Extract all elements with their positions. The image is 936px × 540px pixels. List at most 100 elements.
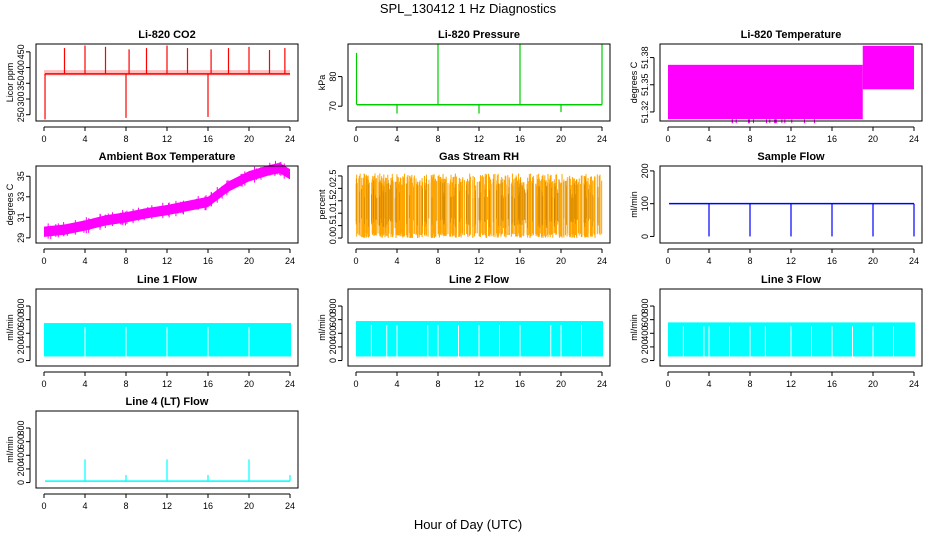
x-tick-label: 24 xyxy=(597,379,607,389)
x-tick-label: 8 xyxy=(435,134,440,144)
x-axis: 0 4 8 12 16 20 24 xyxy=(41,126,295,144)
panel-line4: Line 4 (LT) Flow ml/min 0 4 8 12 16 20 24 0 200400… xyxy=(5,396,299,511)
band-segment xyxy=(862,45,914,90)
series xyxy=(355,173,603,239)
panel-sample_flow: Sample Flow ml/min 0 4 8 12 16 20 24 0 100 200 xyxy=(629,151,923,266)
y-tick-label: 400 xyxy=(640,326,650,341)
y-tick-label: 800 xyxy=(16,421,26,436)
x-tick-label: 4 xyxy=(394,256,399,266)
x-tick-label: 12 xyxy=(474,134,484,144)
x-tick-label: 12 xyxy=(162,379,172,389)
y-axis: 29 31 33 35 xyxy=(16,171,31,243)
series xyxy=(355,44,603,114)
x-tick-label: 12 xyxy=(162,134,172,144)
y-axis-label: ml/min xyxy=(629,191,639,218)
y-tick-label: 0.5 xyxy=(328,219,338,232)
y-tick-label: 350 xyxy=(16,76,26,91)
x-tick-label: 20 xyxy=(868,256,878,266)
x-tick-label: 16 xyxy=(827,256,837,266)
x-tick-label: 0 xyxy=(41,256,46,266)
x-axis: 0 4 8 12 16 20 24 xyxy=(353,371,607,389)
y-tick-label: 600 xyxy=(16,312,26,327)
y-tick-label: 33 xyxy=(16,192,26,202)
y-tick-label: 35 xyxy=(16,171,26,181)
series xyxy=(44,323,291,359)
x-axis-title: Hour of Day (UTC) xyxy=(413,517,523,532)
panel-title: Li-820 Pressure xyxy=(438,29,520,41)
plot-frame xyxy=(659,165,923,244)
y-tick-label: 100 xyxy=(640,196,650,211)
x-tick-label: 4 xyxy=(82,134,87,144)
x-tick-label: 4 xyxy=(394,134,399,144)
x-tick-label: 16 xyxy=(827,134,837,144)
y-tick-label: 400 xyxy=(16,60,26,75)
x-tick-label: 12 xyxy=(162,501,172,511)
band-segment xyxy=(668,64,863,120)
x-tick-label: 24 xyxy=(285,256,295,266)
series xyxy=(669,202,915,237)
y-tick-label: 450 xyxy=(16,44,26,59)
y-tick-label: 0 xyxy=(640,234,650,239)
y-axis: 70 80 xyxy=(328,72,343,111)
y-tick-label: 300 xyxy=(16,91,26,106)
x-tick-label: 8 xyxy=(123,256,128,266)
series xyxy=(45,459,291,482)
y-tick-label: 51.32 xyxy=(640,101,650,124)
panel-line2: Line 2 Flow ml/min 0 4 8 12 16 20 24 0 20040060080… xyxy=(317,274,611,389)
panel-title: Line 4 (LT) Flow xyxy=(126,396,209,408)
panel-title: Gas Stream RH xyxy=(439,151,519,163)
x-tick-label: 20 xyxy=(556,379,566,389)
x-tick-label: 8 xyxy=(123,379,128,389)
panel-rh: Gas Stream RH percent 0 4 8 12 16 20 24 0.00.51.0… xyxy=(317,151,611,266)
plot-frame xyxy=(659,288,923,367)
series xyxy=(356,321,603,359)
x-tick-label: 24 xyxy=(597,256,607,266)
y-tick-label: 200 xyxy=(16,461,26,476)
x-tick-label: 4 xyxy=(706,134,711,144)
x-tick-label: 4 xyxy=(82,379,87,389)
x-tick-label: 24 xyxy=(909,379,919,389)
plot-frame xyxy=(35,288,299,367)
y-tick-label: 200 xyxy=(640,163,650,178)
panel-box_temp: Ambient Box Temperature degrees C 0 4 8 12 16 2… xyxy=(5,151,299,266)
x-tick-label: 0 xyxy=(665,134,670,144)
panel-licor_temp: Li-820 Temperature degrees C 0 4 8 12 16 20 24 51… xyxy=(629,29,923,144)
x-tick-label: 12 xyxy=(786,134,796,144)
plot-frame xyxy=(35,43,299,122)
panel-title: Line 3 Flow xyxy=(761,274,821,286)
y-tick-label: 29 xyxy=(16,233,26,243)
x-tick-label: 8 xyxy=(747,379,752,389)
y-axis-label: percent xyxy=(317,189,327,220)
x-tick-label: 12 xyxy=(474,256,484,266)
panel-title: Line 2 Flow xyxy=(449,274,509,286)
y-axis: 51.32 51.35 51.38 xyxy=(640,46,655,124)
y-tick-label: 80 xyxy=(328,72,338,82)
x-tick-label: 24 xyxy=(597,134,607,144)
y-tick-label: 600 xyxy=(16,434,26,449)
plot-frame xyxy=(347,288,611,367)
x-tick-label: 4 xyxy=(82,256,87,266)
x-tick-label: 20 xyxy=(868,379,878,389)
y-tick-label: 1.5 xyxy=(328,195,338,208)
y-tick-label: 1.0 xyxy=(328,207,338,220)
panel-title: Line 1 Flow xyxy=(137,274,197,286)
x-tick-label: 0 xyxy=(665,256,670,266)
y-axis-label: degrees C xyxy=(5,183,15,225)
panel-line1: Line 1 Flow ml/min 0 4 8 12 16 20 24 0 20040060080… xyxy=(5,274,299,389)
x-tick-label: 20 xyxy=(556,256,566,266)
x-axis: 0 4 8 12 16 20 24 xyxy=(41,371,295,389)
x-tick-label: 8 xyxy=(747,134,752,144)
x-axis: 0 4 8 12 16 20 24 xyxy=(665,126,919,144)
x-tick-label: 16 xyxy=(515,256,525,266)
x-tick-label: 20 xyxy=(244,379,254,389)
y-tick-label: 800 xyxy=(16,299,26,314)
x-tick-label: 8 xyxy=(435,379,440,389)
y-tick-label: 800 xyxy=(640,299,650,314)
y-axis-label: ml/min xyxy=(317,314,327,341)
panel-pressure: Li-820 Pressure kPa 0 4 8 12 16 20 24 70 80 xyxy=(317,29,611,144)
y-tick-label: 2.0 xyxy=(328,182,338,195)
y-axis-label: Licor ppm xyxy=(5,63,15,103)
